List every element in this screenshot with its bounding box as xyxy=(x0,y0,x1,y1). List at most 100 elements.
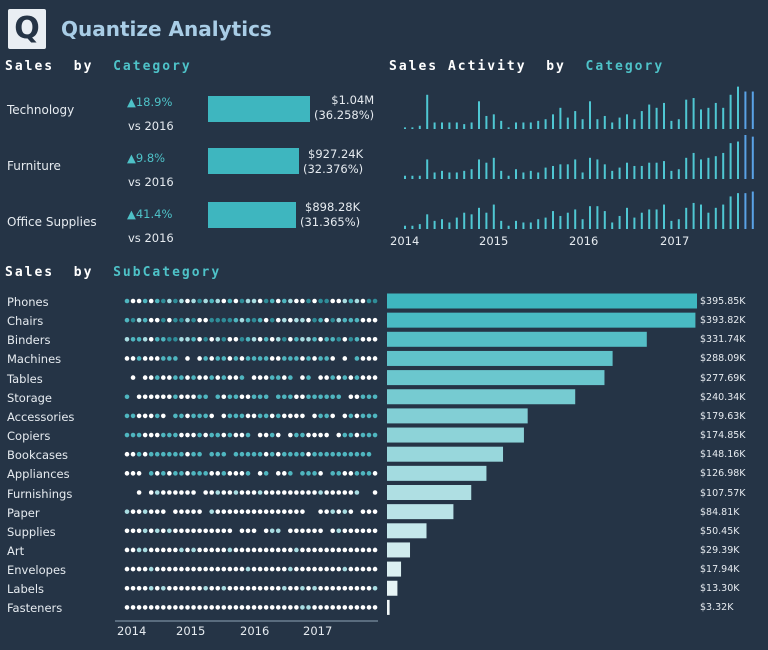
activity-dot xyxy=(354,432,360,438)
activity-dot xyxy=(275,298,281,304)
activity-dot xyxy=(173,566,178,572)
subcategory-name[interactable]: Bookcases xyxy=(7,448,69,463)
activity-dot xyxy=(282,451,287,457)
activity-dot xyxy=(221,394,227,400)
activity-dot xyxy=(136,413,142,419)
activity-bar xyxy=(670,120,673,129)
activity-dot xyxy=(142,432,148,438)
subcategory-name[interactable]: Chairs xyxy=(7,314,44,329)
activity-bar xyxy=(618,215,621,229)
activity-dot xyxy=(161,490,166,495)
activity-dot xyxy=(269,375,275,380)
activity-dot xyxy=(336,337,342,342)
activity-dot xyxy=(282,566,287,572)
subcategory-bar xyxy=(387,599,390,615)
activity-dot xyxy=(288,490,293,495)
activity-bar xyxy=(633,119,636,129)
activity-dot xyxy=(318,375,323,380)
subcategory-name[interactable]: Paper xyxy=(7,505,40,520)
activity-dot xyxy=(203,566,208,572)
subcategory-name[interactable]: Furnishings xyxy=(7,486,73,501)
activity-dot xyxy=(294,605,299,610)
activity-dot xyxy=(354,547,360,553)
subcategory-value-label: $331.74K xyxy=(700,334,746,346)
activity-dot xyxy=(203,337,208,342)
activity-dot xyxy=(191,585,196,591)
activity-dot xyxy=(191,451,196,457)
activity-dot xyxy=(227,566,233,572)
activity-dot xyxy=(348,413,354,419)
subcategory-name[interactable]: Phones xyxy=(7,295,49,309)
activity-dot xyxy=(142,337,148,342)
activity-dot xyxy=(354,585,360,591)
activity-bar xyxy=(566,164,569,179)
activity-bar xyxy=(611,222,614,229)
section-title-sales-by-subcategory: Sales by SubCategory xyxy=(5,265,221,280)
activity-bar xyxy=(455,172,458,179)
subcategory-name[interactable]: Accessories xyxy=(7,409,75,424)
activity-dot xyxy=(124,432,130,438)
subcategory-name[interactable]: Fasteners xyxy=(7,601,63,616)
activity-dot xyxy=(227,490,233,495)
activity-dot xyxy=(282,413,287,419)
category-value: $927.24K xyxy=(308,147,364,161)
activity-dot xyxy=(239,317,245,323)
activity-dot xyxy=(360,509,366,514)
activity-dot xyxy=(275,432,281,438)
activity-dot xyxy=(372,337,378,342)
activity-dot xyxy=(360,394,366,400)
activity-dot xyxy=(209,566,214,572)
activity-bar xyxy=(648,209,651,229)
activity-dot xyxy=(288,298,293,304)
activity-dot xyxy=(348,547,354,553)
activity-dot xyxy=(209,528,214,534)
activity-bar xyxy=(677,119,680,129)
activity-dot xyxy=(130,509,136,514)
activity-dot xyxy=(185,471,190,476)
activity-dot xyxy=(312,451,317,457)
subcategory-name[interactable]: Envelopes xyxy=(7,563,67,578)
activity-dot xyxy=(142,394,148,400)
activity-dot xyxy=(130,413,136,419)
activity-dot xyxy=(227,298,233,304)
activity-dot xyxy=(136,471,142,476)
activity-dot xyxy=(342,509,348,514)
activity-dot xyxy=(269,337,275,342)
activity-dot xyxy=(318,413,323,419)
activity-dot xyxy=(366,432,372,438)
activity-bar xyxy=(470,169,473,179)
activity-dot xyxy=(294,356,299,361)
activity-dot xyxy=(330,356,336,361)
activity-dot xyxy=(275,451,281,457)
subcategory-name[interactable]: Art xyxy=(7,543,25,558)
activity-dot xyxy=(215,317,221,323)
subcategory-name[interactable]: Tables xyxy=(7,371,43,386)
activity-bar xyxy=(611,122,614,129)
subcategory-name[interactable]: Copiers xyxy=(7,429,51,444)
activity-dot xyxy=(154,451,160,457)
activity-dot xyxy=(294,432,299,438)
activity-dot xyxy=(148,566,154,572)
activity-bar xyxy=(722,204,725,229)
activity-dot xyxy=(130,605,136,610)
activity-dot xyxy=(324,585,329,591)
app-logo: Q xyxy=(8,9,46,49)
subcategory-name[interactable]: Binders xyxy=(7,333,51,348)
activity-dot xyxy=(366,566,372,572)
subcategory-name[interactable]: Supplies xyxy=(7,524,56,539)
activity-dot xyxy=(342,356,348,361)
activity-dot xyxy=(154,605,160,610)
activity-dot xyxy=(324,356,329,361)
subcategory-name[interactable]: Appliances xyxy=(7,467,70,482)
subcategory-name[interactable]: Labels xyxy=(7,582,45,597)
activity-year-tick: 2015 xyxy=(479,234,509,248)
activity-dot xyxy=(330,451,336,457)
activity-dot xyxy=(294,528,299,534)
activity-dot xyxy=(209,605,214,610)
activity-bar xyxy=(485,162,488,179)
subcategory-value-label: $393.82K xyxy=(700,315,746,327)
subcategory-name[interactable]: Machines xyxy=(7,352,62,367)
activity-dot xyxy=(275,337,281,342)
activity-dot xyxy=(318,394,323,400)
subcategory-name[interactable]: Storage xyxy=(7,390,52,405)
